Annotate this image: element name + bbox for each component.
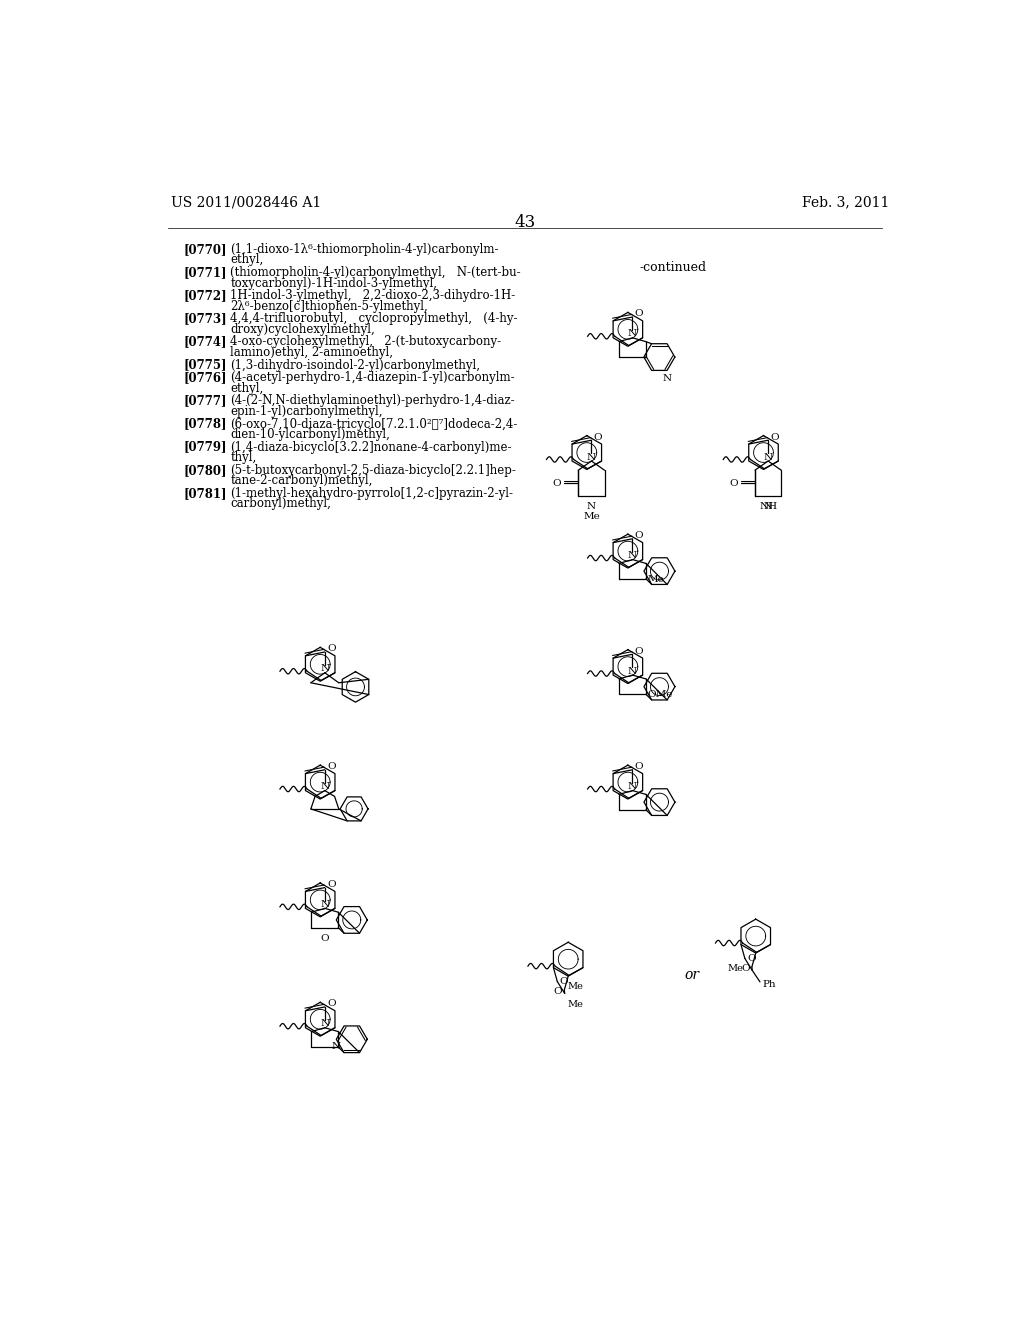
Text: (1,1-dioxo-1λ⁶-thiomorpholin-4-yl)carbonylm-: (1,1-dioxo-1λ⁶-thiomorpholin-4-yl)carbon…: [230, 243, 499, 256]
Text: (1-methyl-hexahydro-pyrrolo[1,2-c]pyrazin-2-yl-: (1-methyl-hexahydro-pyrrolo[1,2-c]pyrazi…: [230, 487, 513, 500]
Text: [0775]: [0775]: [183, 359, 227, 372]
Text: N: N: [321, 1019, 330, 1028]
Text: O: O: [635, 647, 643, 656]
Text: O: O: [560, 977, 568, 986]
Text: Ph: Ph: [762, 979, 776, 989]
Text: N: N: [764, 453, 773, 462]
Text: N: N: [587, 502, 596, 511]
Text: Me: Me: [648, 576, 665, 583]
Text: carbonyl)methyl,: carbonyl)methyl,: [230, 498, 331, 511]
Text: [0774]: [0774]: [183, 335, 227, 348]
Text: 2λ⁶-benzo[c]thiophen-5-ylmethyl,: 2λ⁶-benzo[c]thiophen-5-ylmethyl,: [230, 300, 428, 313]
Text: [0771]: [0771]: [183, 267, 227, 280]
Text: N: N: [628, 552, 637, 560]
Text: (5-t-butoxycarbonyl-2,5-diaza-bicyclo[2.2.1]hep-: (5-t-butoxycarbonyl-2,5-diaza-bicyclo[2.…: [230, 463, 516, 477]
Text: Me: Me: [727, 964, 743, 973]
Text: N: N: [663, 375, 672, 383]
Text: [0781]: [0781]: [183, 487, 227, 500]
Text: NH: NH: [759, 502, 777, 511]
Text: O: O: [748, 954, 756, 962]
Text: N: N: [587, 453, 596, 462]
Text: N: N: [628, 330, 637, 338]
Text: O: O: [321, 933, 329, 942]
Text: 43: 43: [514, 214, 536, 231]
Text: N: N: [321, 664, 330, 673]
Text: [0772]: [0772]: [183, 289, 227, 302]
Text: toxycarbonyl)-1H-indol-3-ylmethyl,: toxycarbonyl)-1H-indol-3-ylmethyl,: [230, 277, 437, 289]
Text: O: O: [594, 433, 602, 442]
Text: 4,4,4-trifluorobutyl,   cyclopropylmethyl,   (4-hy-: 4,4,4-trifluorobutyl, cyclopropylmethyl,…: [230, 313, 518, 326]
Text: (1,3-dihydro-isoindol-2-yl)carbonylmethyl,: (1,3-dihydro-isoindol-2-yl)carbonylmethy…: [230, 359, 480, 372]
Text: 1H-indol-3-ylmethyl,   2,2-dioxo-2,3-dihydro-1H-: 1H-indol-3-ylmethyl, 2,2-dioxo-2,3-dihyd…: [230, 289, 515, 302]
Text: (6-oxo-7,10-diaza-tricyclo[7.2.1.0²‧⁷]dodeca-2,4-: (6-oxo-7,10-diaza-tricyclo[7.2.1.0²‧⁷]do…: [230, 417, 518, 430]
Text: or: or: [685, 968, 699, 982]
Text: O: O: [553, 479, 561, 488]
Text: O: O: [635, 762, 643, 771]
Text: O: O: [741, 964, 750, 973]
Text: O: O: [635, 531, 643, 540]
Text: O: O: [327, 880, 336, 888]
Text: [0779]: [0779]: [183, 441, 227, 454]
Text: ethyl,: ethyl,: [230, 253, 263, 267]
Text: -continued: -continued: [640, 261, 707, 273]
Text: (thiomorpholin-4-yl)carbonylmethyl,   N-(tert-bu-: (thiomorpholin-4-yl)carbonylmethyl, N-(t…: [230, 267, 521, 280]
Text: lamino)ethyl, 2-aminoethyl,: lamino)ethyl, 2-aminoethyl,: [230, 346, 393, 359]
Text: (4-(2-N,N-diethylaminoethyl)-perhydro-1,4-diaz-: (4-(2-N,N-diethylaminoethyl)-perhydro-1,…: [230, 395, 515, 408]
Text: (4-acetyl-perhydro-1,4-diazepin-1-yl)carbonylm-: (4-acetyl-perhydro-1,4-diazepin-1-yl)car…: [230, 371, 515, 384]
Text: O: O: [327, 762, 336, 771]
Text: N: N: [321, 783, 330, 791]
Text: [0776]: [0776]: [183, 371, 227, 384]
Text: N: N: [332, 1043, 341, 1051]
Text: 4-oxo-cyclohexylmethyl,   2-(t-butoxycarbony-: 4-oxo-cyclohexylmethyl, 2-(t-butoxycarbo…: [230, 335, 502, 348]
Text: O: O: [635, 309, 643, 318]
Text: N: N: [321, 900, 330, 909]
Text: Feb. 3, 2011: Feb. 3, 2011: [802, 195, 890, 210]
Text: O: O: [553, 987, 562, 997]
Text: US 2011/0028446 A1: US 2011/0028446 A1: [171, 195, 321, 210]
Text: [0777]: [0777]: [183, 395, 227, 408]
Text: droxy)cyclohexylmethyl,: droxy)cyclohexylmethyl,: [230, 323, 375, 335]
Text: N: N: [764, 502, 773, 511]
Text: Me: Me: [567, 999, 583, 1008]
Text: [0778]: [0778]: [183, 417, 227, 430]
Text: dien-10-ylcarbonyl)methyl,: dien-10-ylcarbonyl)methyl,: [230, 428, 390, 441]
Text: tane-2-carbonyl)methyl,: tane-2-carbonyl)methyl,: [230, 474, 373, 487]
Text: ethyl,: ethyl,: [230, 381, 263, 395]
Text: (1,4-diaza-bicyclo[3.2.2]nonane-4-carbonyl)me-: (1,4-diaza-bicyclo[3.2.2]nonane-4-carbon…: [230, 441, 512, 454]
Text: N: N: [628, 783, 637, 791]
Text: O: O: [327, 999, 336, 1008]
Text: [0780]: [0780]: [183, 463, 227, 477]
Text: N: N: [628, 667, 637, 676]
Text: Me: Me: [583, 512, 600, 521]
Text: Me: Me: [567, 982, 583, 991]
Text: thyl,: thyl,: [230, 451, 257, 465]
Text: O: O: [770, 433, 779, 442]
Text: [0773]: [0773]: [183, 313, 227, 326]
Text: [0770]: [0770]: [183, 243, 227, 256]
Text: epin-1-yl)carbonylmethyl,: epin-1-yl)carbonylmethyl,: [230, 405, 383, 418]
Text: O: O: [327, 644, 336, 653]
Text: OMe: OMe: [648, 690, 673, 700]
Text: O: O: [729, 479, 738, 488]
